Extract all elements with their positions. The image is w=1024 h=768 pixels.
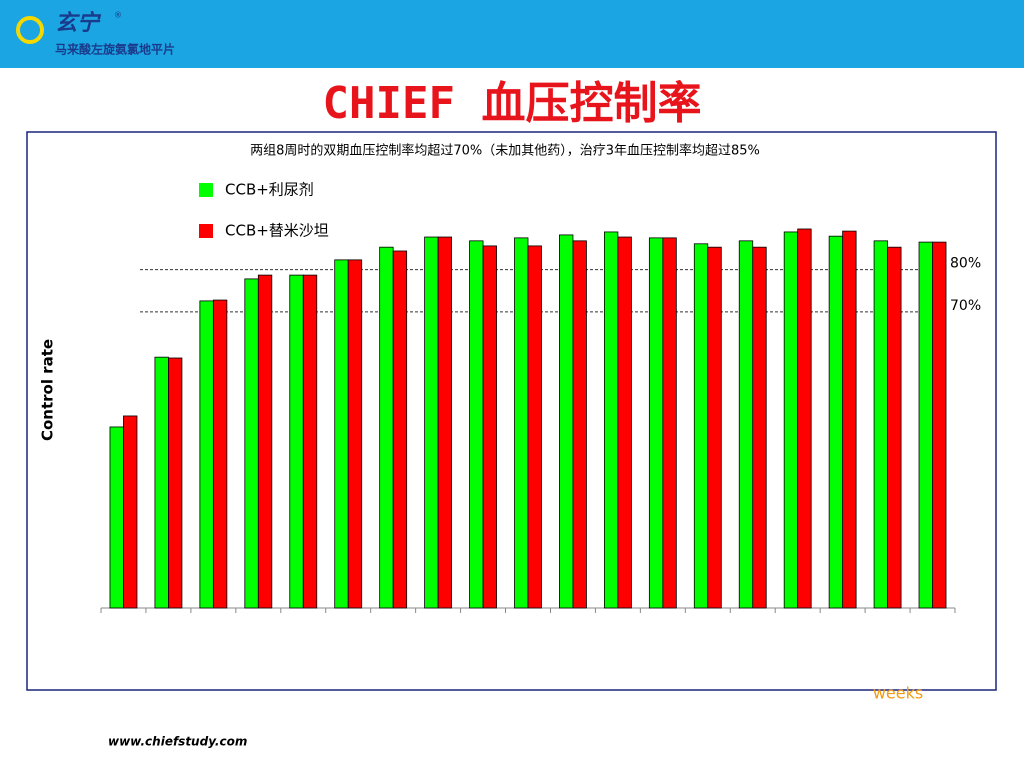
bar <box>783 231 799 609</box>
brand-mark: ® <box>114 11 122 20</box>
bar <box>559 234 574 609</box>
bar <box>482 245 497 609</box>
bar <box>648 237 664 609</box>
footer-url: www.chiefstudy.com <box>108 735 247 749</box>
brand: 玄宁 <box>55 10 102 36</box>
bar <box>617 236 632 609</box>
bar <box>873 240 888 609</box>
x-axis-label: weeks <box>873 684 923 703</box>
bar <box>707 246 722 609</box>
bar <box>527 245 542 609</box>
bar <box>603 231 619 609</box>
bar <box>738 240 754 609</box>
bar <box>212 299 228 609</box>
bar <box>168 357 183 609</box>
bar <box>347 259 363 609</box>
bar <box>199 300 214 609</box>
chart-subtitle: 两组8周时的双期血压控制率均超过70%（未加其他药），治疗3年血压控制率均超过8… <box>250 143 760 159</box>
legend-label: CCB+利尿剂 <box>225 181 314 199</box>
bar <box>257 274 273 609</box>
bar <box>392 250 408 609</box>
bar <box>572 240 587 609</box>
bar <box>797 228 812 609</box>
bar <box>334 259 349 609</box>
bar <box>752 246 767 609</box>
bar <box>244 278 259 609</box>
bar <box>469 240 484 609</box>
bar <box>289 274 304 609</box>
bar <box>887 246 902 609</box>
bar <box>662 237 677 609</box>
bar <box>514 237 529 609</box>
bar <box>918 241 933 609</box>
bar <box>302 274 318 609</box>
y-axis-label: Control rate <box>39 339 57 441</box>
bar <box>932 241 947 609</box>
reference-label: 70% <box>950 298 981 314</box>
header-bar <box>0 0 1024 68</box>
bar <box>842 230 857 609</box>
bar <box>154 356 169 609</box>
bar <box>828 235 844 609</box>
bar <box>693 243 709 609</box>
bar <box>424 236 439 609</box>
legend-swatch <box>199 183 213 197</box>
legend-label: CCB+替米沙坦 <box>225 222 329 240</box>
slide-title: CHIEF 血压控制率 <box>323 78 702 129</box>
bar <box>123 415 138 609</box>
bar <box>437 236 453 609</box>
product-name: 马来酸左旋氨氯地平片 <box>55 42 175 57</box>
bar <box>109 426 124 609</box>
reference-label: 80% <box>950 256 981 272</box>
chart-frame <box>26 131 997 691</box>
logo-icon <box>16 16 44 44</box>
bar <box>379 246 394 609</box>
legend-swatch <box>199 224 213 238</box>
